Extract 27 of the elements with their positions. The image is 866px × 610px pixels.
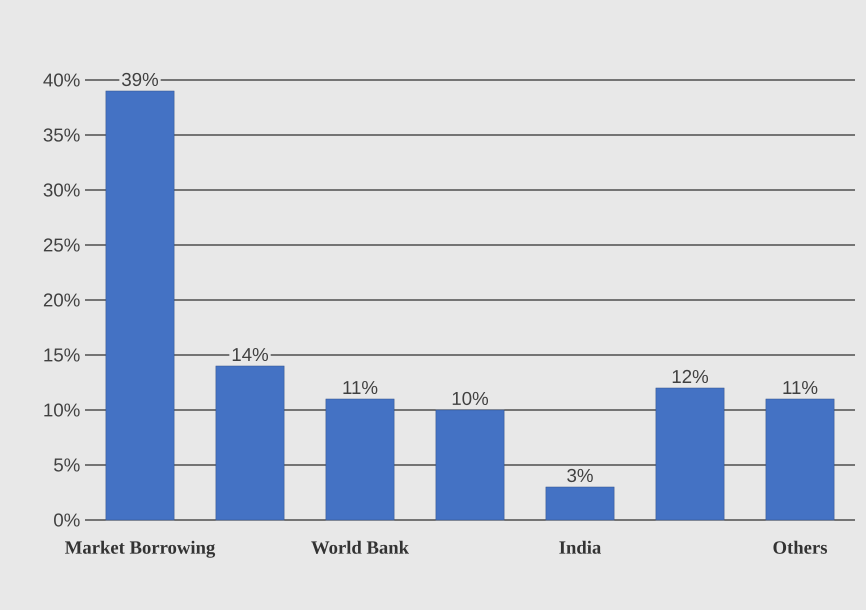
bar	[106, 90, 174, 520]
y-tick-label: 5%	[54, 458, 80, 472]
bar	[436, 410, 504, 520]
x-tick-label: Market Borrowing	[65, 540, 216, 558]
x-tick-label: World Bank	[311, 540, 409, 554]
y-tick-label: 15%	[44, 348, 80, 362]
y-tick-label: 30%	[44, 183, 80, 197]
data-label: 3%	[567, 468, 593, 482]
data-label: 11%	[343, 380, 378, 394]
bar	[216, 366, 284, 520]
bar	[326, 398, 394, 520]
y-tick-label: 0%	[54, 513, 80, 527]
data-label: 10%	[452, 392, 488, 406]
bar	[546, 486, 614, 520]
y-tick-label: 20%	[44, 293, 80, 307]
y-tick-label: 10%	[44, 403, 80, 417]
data-label: 11%	[783, 380, 818, 394]
data-label: 14%	[232, 348, 268, 362]
x-tick-label: India	[559, 540, 601, 554]
y-tick-label: 35%	[44, 128, 80, 142]
data-label: 12%	[672, 370, 708, 384]
y-tick-label: 40%	[43, 73, 80, 87]
y-tick-label: 25%	[44, 238, 80, 252]
bar	[656, 388, 724, 520]
data-label: 39%	[122, 72, 158, 86]
x-tick-label: Others	[773, 540, 828, 554]
bar	[766, 398, 834, 520]
